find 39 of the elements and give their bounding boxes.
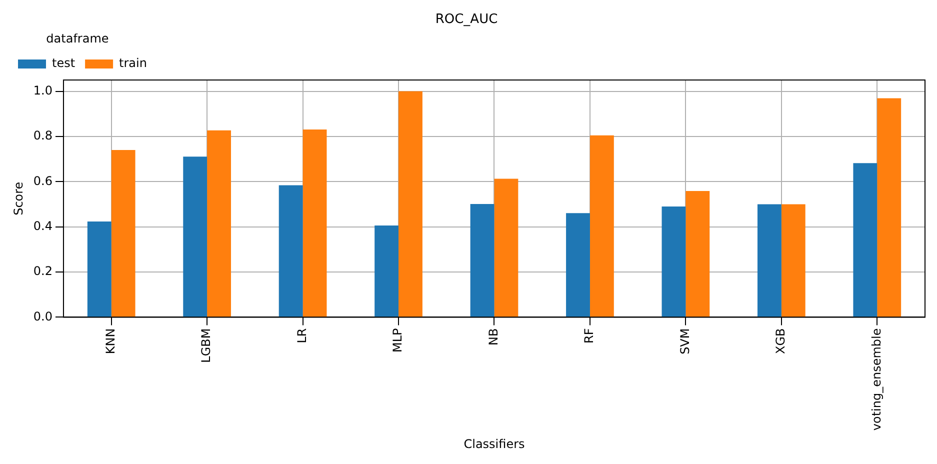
x-axis-title: Classifiers xyxy=(464,436,525,451)
y-tick-label: 1.0 xyxy=(33,83,52,98)
bar xyxy=(662,206,686,317)
x-tick-label: LGBM xyxy=(199,328,214,363)
y-tick-label: 0.8 xyxy=(33,128,52,143)
bar xyxy=(877,98,902,317)
x-tick-label: KNN xyxy=(103,328,118,354)
x-tick-label: voting_ensemble xyxy=(869,328,884,431)
y-axis-title: Score xyxy=(11,182,26,216)
x-tick-label: LR xyxy=(294,328,309,344)
bar xyxy=(398,91,422,317)
bar xyxy=(566,213,590,317)
chart-title: ROC_AUC xyxy=(435,12,498,28)
bar xyxy=(183,156,208,317)
x-tick-label: NB xyxy=(486,328,500,346)
bar xyxy=(278,185,303,317)
x-tick-label: SVM xyxy=(678,328,692,354)
bar xyxy=(207,130,231,317)
x-tick-label: RF xyxy=(582,328,596,344)
bar xyxy=(302,129,327,317)
legend-label: test xyxy=(52,56,76,70)
bar xyxy=(111,150,136,317)
y-tick-label: 0.4 xyxy=(33,218,52,233)
bar xyxy=(853,163,878,317)
x-tick-label: MLP xyxy=(390,328,405,353)
x-tick-label: XGB xyxy=(774,328,788,354)
bar xyxy=(87,221,112,317)
bar xyxy=(374,226,399,317)
bar xyxy=(781,204,806,317)
y-tick-label: 0.6 xyxy=(33,174,52,188)
bar xyxy=(494,178,518,317)
y-tick-label: 0.2 xyxy=(33,264,52,278)
bar xyxy=(470,204,494,317)
bar xyxy=(686,190,710,317)
y-tick-label: 0.0 xyxy=(33,309,52,324)
bar xyxy=(590,135,614,317)
bar xyxy=(757,204,782,317)
legend-label: train xyxy=(119,56,147,70)
legend-title: dataframe xyxy=(46,32,109,46)
